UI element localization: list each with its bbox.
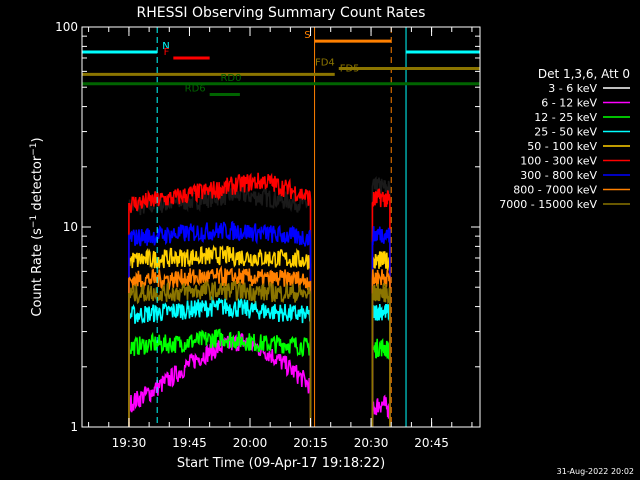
series-line-2-1 <box>371 337 391 427</box>
y-axis-label-end: ) <box>30 137 45 142</box>
series-line-6-1 <box>371 226 391 427</box>
flag-label-3: S <box>304 30 310 41</box>
series-line-4-1 <box>371 251 391 427</box>
x-tick-label-3: 20:15 <box>293 436 328 450</box>
series-line-3-1 <box>371 303 391 427</box>
legend-label-0: 3 - 6 keV <box>548 82 597 95</box>
x-tick-label-5: 20:45 <box>414 436 449 450</box>
series-line-8-0 <box>128 279 312 427</box>
x-tick-label-0: 19:30 <box>112 436 147 450</box>
y-axis-label: Count Rate (s−1 detector−1) <box>29 137 45 316</box>
y-axis-label-exp1: −1 <box>29 215 39 228</box>
footer-date: 31-Aug-2022 20:02 <box>557 467 634 476</box>
legend-label-8: 7000 - 15000 keV <box>499 198 597 211</box>
series-line-5-1 <box>371 188 391 427</box>
series-line-1-0 <box>128 332 312 427</box>
y-axis-label-base: Count Rate (s <box>30 228 45 317</box>
x-tick-label-1: 19:45 <box>172 436 207 450</box>
flag-label-4: FD4 <box>315 58 335 69</box>
y-axis-label-mid: detector <box>30 155 45 215</box>
axes: 1 10 100 19:30 19:45 20:00 20:15 20:30 20:45 <box>55 20 480 450</box>
series-line-4-0 <box>128 244 312 427</box>
y-tick-label-1: 10 <box>63 220 78 234</box>
series-line-3-0 <box>128 296 312 427</box>
flag-label-2: F <box>164 47 170 58</box>
chart-title: RHESSI Observing Summary Count Rates <box>137 5 426 21</box>
x-axis-label: Start Time (09-Apr-17 19:18:22) <box>177 456 385 471</box>
series-line-7-0 <box>128 265 312 427</box>
series-line-1-1 <box>371 394 391 427</box>
legend-label-6: 300 - 800 keV <box>520 169 597 182</box>
legend-label-7: 800 - 7000 keV <box>513 184 597 197</box>
legend-label-4: 50 - 100 keV <box>527 140 597 153</box>
legend-label-2: 12 - 25 keV <box>534 111 597 124</box>
flag-label-0: N <box>162 41 169 52</box>
flag-label-7: RD6 <box>185 83 206 94</box>
plot-area <box>128 172 391 427</box>
legend-header: Det 1,3,6, Att 0 <box>538 67 630 81</box>
flag-label-5: FD5 <box>340 63 360 74</box>
x-tick-label-4: 20:30 <box>354 436 389 450</box>
series-line-8-1 <box>371 282 391 427</box>
flag-label-6: RD0 <box>220 73 241 84</box>
series-line-5-0 <box>128 172 312 427</box>
x-tick-label-2: 20:00 <box>233 436 268 450</box>
series-line-2-0 <box>128 328 312 427</box>
series-line-7-1 <box>371 269 391 427</box>
legend-label-1: 6 - 12 keV <box>541 97 597 110</box>
y-axis-label-exp2: −1 <box>29 142 39 155</box>
legend-label-3: 25 - 50 keV <box>534 126 597 139</box>
legend-label-5: 100 - 300 keV <box>520 155 597 168</box>
series-line-6-0 <box>128 220 312 427</box>
y-tick-label-2: 100 <box>55 20 78 34</box>
y-tick-label-0: 1 <box>70 420 78 434</box>
